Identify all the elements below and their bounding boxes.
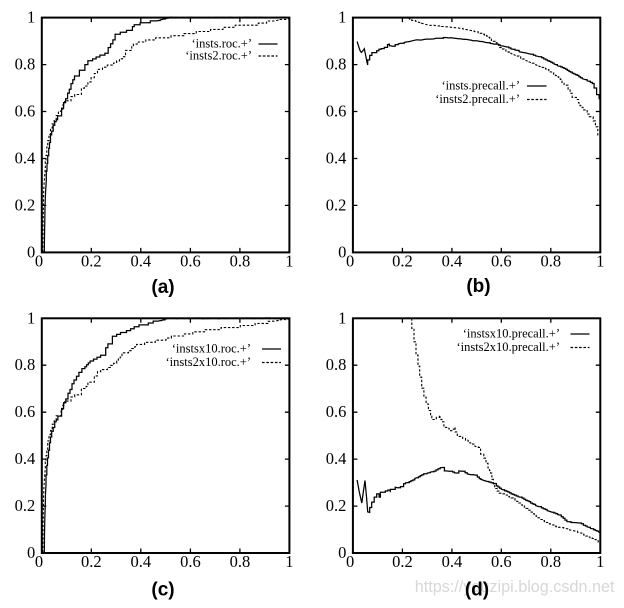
svg-text:0.6: 0.6 — [491, 251, 512, 270]
svg-text:1: 1 — [27, 8, 35, 27]
svg-text:0.2: 0.2 — [81, 251, 102, 270]
svg-text:0.8: 0.8 — [540, 251, 561, 270]
svg-text:0.4: 0.4 — [130, 552, 151, 571]
svg-text:0.8: 0.8 — [540, 552, 561, 571]
svg-text:‘insts2.precall.+’: ‘insts2.precall.+’ — [435, 92, 520, 106]
svg-text:1: 1 — [338, 8, 346, 27]
svg-text:0.2: 0.2 — [15, 195, 36, 214]
svg-text:‘instsx10.precall.+’: ‘instsx10.precall.+’ — [463, 327, 560, 341]
svg-text:0.8: 0.8 — [230, 552, 251, 571]
svg-text:0: 0 — [338, 242, 346, 261]
svg-text:0.2: 0.2 — [81, 552, 102, 571]
svg-text:(b): (b) — [466, 276, 490, 297]
svg-text:0: 0 — [35, 552, 43, 571]
svg-text:1: 1 — [338, 308, 346, 327]
svg-text:(d): (d) — [465, 580, 489, 601]
svg-text:‘insts2x10.roc.+’: ‘insts2x10.roc.+’ — [165, 355, 251, 369]
svg-text:0: 0 — [27, 242, 35, 261]
svg-text:0.6: 0.6 — [491, 552, 512, 571]
svg-text:0.8: 0.8 — [15, 55, 36, 74]
svg-text:0.4: 0.4 — [326, 449, 347, 468]
svg-text:0: 0 — [338, 543, 346, 562]
svg-text:‘insts.roc.+’: ‘insts.roc.+’ — [191, 37, 252, 51]
svg-text:0.2: 0.2 — [326, 496, 347, 515]
svg-text:1: 1 — [285, 552, 293, 571]
svg-text:0.2: 0.2 — [326, 195, 347, 214]
svg-text:0.6: 0.6 — [15, 402, 36, 421]
svg-text:0: 0 — [27, 543, 35, 562]
svg-text:0.2: 0.2 — [392, 552, 413, 571]
svg-text:0.8: 0.8 — [230, 251, 251, 270]
svg-text:1: 1 — [596, 552, 604, 571]
svg-text:0.2: 0.2 — [15, 496, 36, 515]
svg-text:‘insts2x10.precall.+’: ‘insts2x10.precall.+’ — [456, 340, 560, 354]
svg-text:1: 1 — [285, 251, 293, 270]
svg-text:https://youzipi.blog.csdn.net: https://youzipi.blog.csdn.net — [415, 578, 615, 596]
svg-text:0.8: 0.8 — [326, 355, 347, 374]
svg-text:1: 1 — [596, 251, 604, 270]
svg-text:0.6: 0.6 — [326, 102, 347, 121]
svg-text:‘insts2.roc.+’: ‘insts2.roc.+’ — [185, 49, 252, 63]
svg-text:0.4: 0.4 — [15, 149, 36, 168]
svg-text:‘instsx10.roc.+’: ‘instsx10.roc.+’ — [172, 342, 251, 356]
svg-text:0.4: 0.4 — [130, 251, 151, 270]
svg-text:0.8: 0.8 — [326, 55, 347, 74]
svg-text:0.4: 0.4 — [326, 149, 347, 168]
svg-text:0.8: 0.8 — [15, 355, 36, 374]
svg-text:0.6: 0.6 — [180, 552, 201, 571]
svg-text:(c): (c) — [151, 580, 174, 601]
svg-text:‘insts.precall.+’: ‘insts.precall.+’ — [441, 79, 520, 93]
svg-text:0.6: 0.6 — [180, 251, 201, 270]
svg-text:0: 0 — [346, 552, 354, 571]
svg-text:0.6: 0.6 — [326, 402, 347, 421]
svg-text:0.6: 0.6 — [15, 102, 36, 121]
svg-text:0.2: 0.2 — [392, 251, 413, 270]
svg-text:0: 0 — [346, 251, 354, 270]
svg-text:0.4: 0.4 — [15, 449, 36, 468]
svg-text:0.4: 0.4 — [442, 552, 463, 571]
svg-text:(a): (a) — [151, 277, 174, 298]
svg-text:0.4: 0.4 — [442, 251, 463, 270]
svg-text:0: 0 — [35, 251, 43, 270]
svg-text:1: 1 — [27, 308, 35, 327]
